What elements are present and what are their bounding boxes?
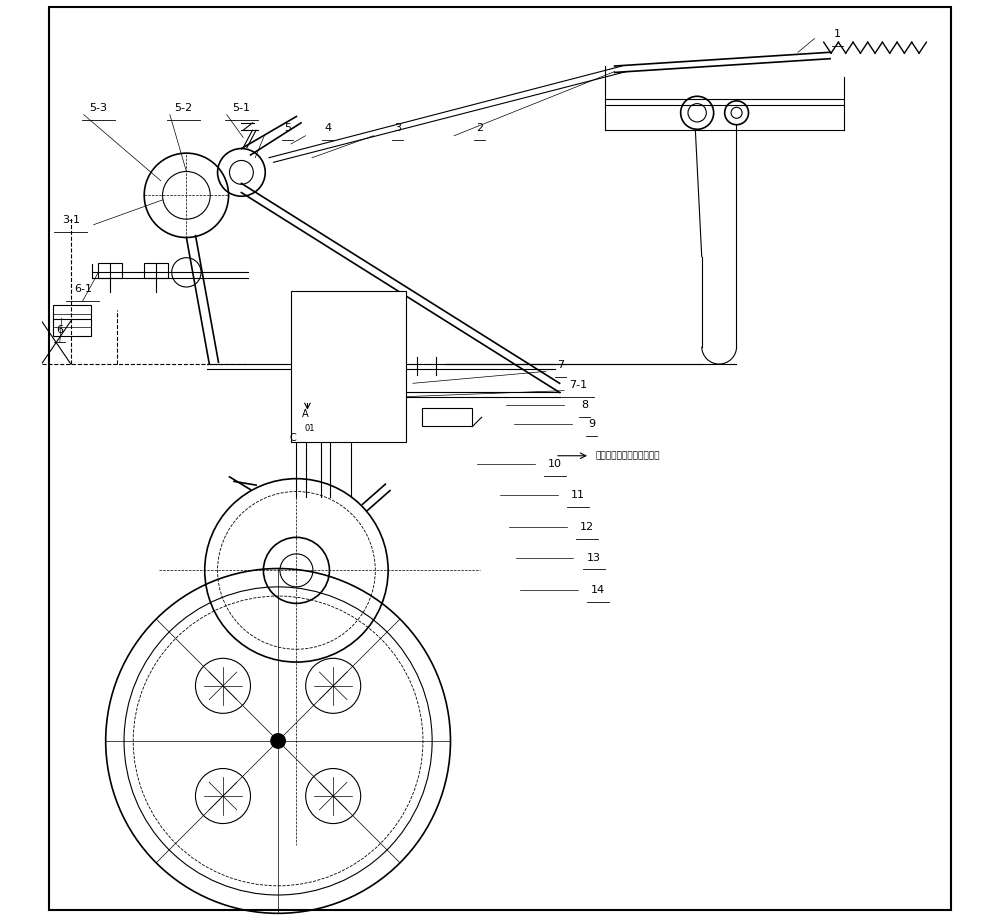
Text: 9: 9 — [588, 419, 595, 428]
Bar — [53, 305, 91, 322]
Text: 1: 1 — [834, 29, 841, 39]
Text: C: C — [289, 434, 296, 443]
Text: 13: 13 — [587, 553, 601, 562]
Text: 11: 11 — [571, 491, 585, 500]
Text: 5-3: 5-3 — [89, 104, 107, 113]
Bar — [53, 319, 91, 336]
Text: 3-1: 3-1 — [62, 215, 80, 225]
Circle shape — [271, 734, 285, 748]
Text: 7: 7 — [557, 360, 564, 370]
Text: 3: 3 — [394, 124, 401, 133]
Text: 6: 6 — [56, 326, 63, 335]
Bar — [422, 408, 472, 426]
Text: 10: 10 — [548, 459, 562, 469]
Text: 5-2: 5-2 — [175, 104, 193, 113]
Text: 14: 14 — [591, 585, 605, 594]
Text: 8: 8 — [581, 401, 588, 410]
Text: 5-1: 5-1 — [232, 104, 250, 113]
Text: 12: 12 — [580, 523, 594, 532]
Bar — [98, 263, 122, 278]
Text: 2: 2 — [476, 124, 483, 133]
Text: 5: 5 — [284, 124, 291, 133]
Text: 4: 4 — [324, 124, 331, 133]
Text: 跳下制动蹯板后液压油方向: 跳下制动蹯板后液压油方向 — [595, 451, 660, 460]
Text: 6-1: 6-1 — [74, 284, 92, 293]
Bar — [144, 263, 168, 278]
Text: 01: 01 — [305, 424, 315, 433]
Text: 7-1: 7-1 — [569, 381, 587, 390]
Bar — [291, 291, 406, 442]
Text: A: A — [302, 410, 309, 419]
